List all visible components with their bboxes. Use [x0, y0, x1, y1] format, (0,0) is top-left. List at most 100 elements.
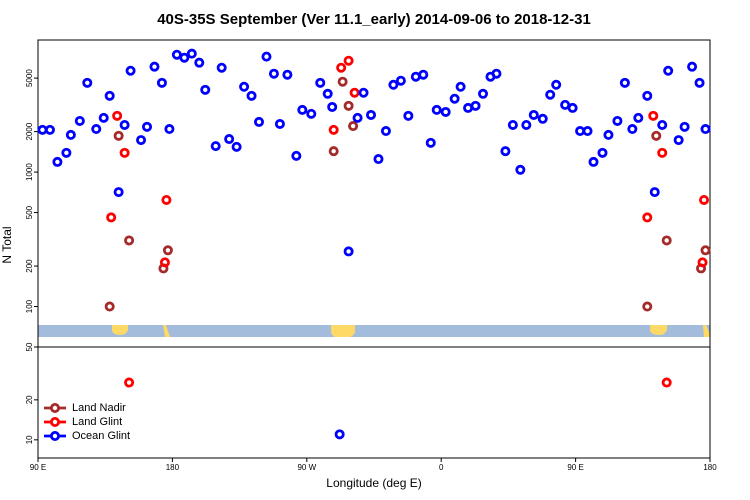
point [112, 110, 123, 121]
point [642, 90, 653, 101]
point [186, 48, 197, 59]
point [528, 109, 539, 120]
point [254, 116, 265, 127]
point [327, 101, 338, 112]
x-axis-label: Longitude (deg E) [326, 476, 421, 490]
lower-frame [37, 346, 711, 459]
point [136, 135, 147, 146]
point [515, 164, 526, 175]
y-tick-label: 10 [25, 435, 34, 444]
point [425, 137, 436, 148]
point [699, 194, 710, 205]
land-shape [163, 325, 170, 337]
point [700, 245, 711, 256]
point [597, 147, 608, 158]
point [627, 124, 638, 135]
y-tick-label: 50 [25, 342, 34, 351]
point [470, 100, 481, 111]
point [545, 89, 556, 100]
chart-title: 40S-35S September (Ver 11.1_early) 2014-… [157, 11, 591, 28]
point [104, 90, 115, 101]
point [297, 104, 308, 115]
y-tick-label: 200 [25, 259, 34, 273]
point [343, 246, 354, 257]
point [588, 156, 599, 167]
point [322, 88, 333, 99]
point [328, 124, 339, 135]
ocean-strip [38, 325, 710, 337]
y-tick-label: 20 [25, 395, 34, 404]
legend-label: Ocean Glint [72, 430, 130, 442]
point [648, 110, 659, 121]
point [328, 146, 339, 157]
x-tick-label: 180 [166, 463, 180, 472]
point [352, 112, 363, 123]
point [246, 90, 257, 101]
point [156, 77, 167, 88]
point [149, 61, 160, 72]
point [612, 115, 623, 126]
point [366, 109, 377, 120]
upper-frame [37, 39, 711, 348]
point [642, 301, 653, 312]
point [619, 77, 630, 88]
point [440, 106, 451, 117]
point [567, 102, 578, 113]
point [537, 113, 548, 124]
land-shape [331, 325, 355, 337]
point [113, 130, 124, 141]
point [507, 119, 518, 130]
point [343, 55, 354, 66]
point [334, 429, 345, 440]
point [455, 81, 466, 92]
point [395, 75, 406, 86]
point [104, 301, 115, 312]
point [336, 62, 347, 73]
point [162, 245, 173, 256]
point [661, 377, 672, 388]
point [106, 212, 117, 223]
point [380, 126, 391, 137]
point [274, 118, 285, 129]
point [231, 141, 242, 152]
point [651, 130, 662, 141]
point [663, 65, 674, 76]
y-tick-label: 100 [25, 299, 34, 313]
point [119, 147, 130, 158]
point [500, 146, 511, 157]
point [82, 77, 93, 88]
point [418, 69, 429, 80]
x-tick-label: 90 E [567, 463, 583, 472]
y-tick-label: 5000 [25, 69, 34, 87]
point [603, 129, 614, 140]
y-tick-label: 500 [25, 205, 34, 219]
point [358, 87, 369, 98]
point [661, 235, 672, 246]
point [142, 121, 153, 132]
point [449, 93, 460, 104]
x-tick-label: 180 [703, 463, 717, 472]
point [551, 79, 562, 90]
point [388, 79, 399, 90]
point [74, 115, 85, 126]
legend-label: Land Nadir [72, 402, 126, 414]
point [431, 104, 442, 115]
y-tick-label: 1000 [25, 163, 34, 181]
point [349, 87, 360, 98]
point [337, 76, 348, 87]
land-shape [112, 325, 128, 335]
point [491, 68, 502, 79]
point [216, 62, 227, 73]
point [306, 108, 317, 119]
point [657, 147, 668, 158]
point [679, 121, 690, 132]
point [657, 119, 668, 130]
land-shape [650, 325, 667, 335]
point [261, 51, 272, 62]
point [224, 134, 235, 145]
point [633, 112, 644, 123]
legend-marker [50, 416, 61, 427]
point [373, 154, 384, 165]
land-shape [703, 325, 710, 337]
